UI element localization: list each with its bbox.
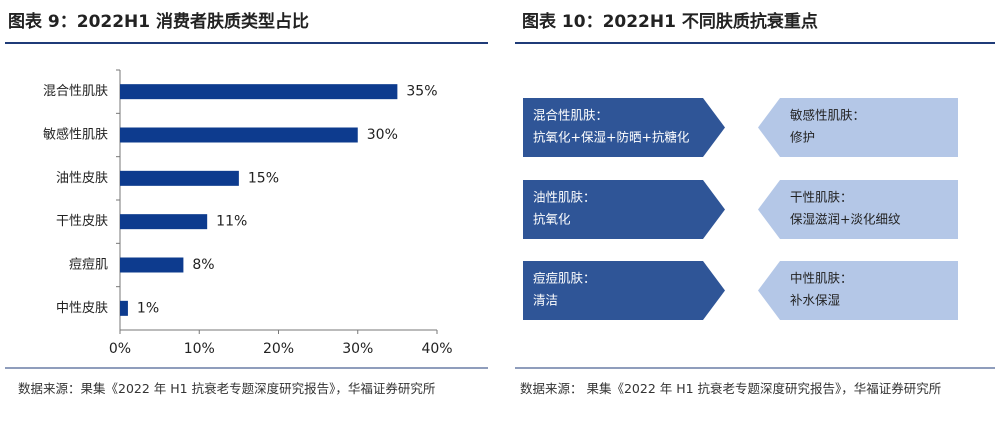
source-box: 数据来源：果集《2022 年 H1 抗衰老专题深度研究报告》，华福证券研究所 <box>18 381 436 396</box>
y-tick-label: 敏感性肌肤 <box>43 127 108 143</box>
bar <box>120 170 239 186</box>
box-text: 修护 <box>790 130 815 145</box>
bar <box>120 127 358 143</box>
box-text: 抗氧化 <box>533 212 571 227</box>
value-label: 35% <box>406 84 437 100</box>
box-text: 清洁 <box>533 293 558 308</box>
x-tick-label: 20% <box>263 341 294 357</box>
value-label: 1% <box>137 300 159 316</box>
box-title: 油性肌肤： <box>533 190 596 205</box>
diagram-title: 图表 10：2022H1 不同肤质抗衰重点 <box>522 11 818 32</box>
box-title: 中性肌肤： <box>790 271 853 286</box>
arrow-box <box>758 98 958 157</box>
value-label: 8% <box>192 257 214 273</box>
arrow-box <box>758 180 958 239</box>
chart-title: 图表 9：2022H1 消费者肤质类型占比 <box>8 11 309 32</box>
y-tick-label: 痘痘肌 <box>69 258 108 273</box>
source: 数据来源：果集《2022 年 H1 抗衰老专题深度研究报告》，华福证券研究所 <box>18 381 436 396</box>
value-label: 30% <box>367 127 398 143</box>
y-tick-label: 干性皮肤 <box>56 214 108 229</box>
arrow-box <box>523 261 725 320</box>
source-box: 数据来源： 果集《2022 年 H1 抗衰老专题深度研究报告》，华福证券研究所 <box>520 381 942 396</box>
bar <box>120 84 398 100</box>
box-text: 保湿滋润+淡化细纹 <box>790 212 901 227</box>
bar <box>120 214 208 230</box>
x-tick-label: 10% <box>184 341 215 357</box>
box-title: 痘痘肌肤： <box>533 271 596 286</box>
box-title: 混合性肌肤： <box>533 108 608 123</box>
bar <box>120 300 128 316</box>
box-text: 补水保湿 <box>790 293 840 308</box>
value-label: 11% <box>216 214 247 230</box>
x-tick-label: 0% <box>109 341 131 357</box>
arrow-box <box>523 98 725 157</box>
arrow-box <box>523 180 725 239</box>
x-tick-label: 30% <box>342 341 373 357</box>
y-tick-label: 混合性肌肤 <box>43 84 108 99</box>
box-title: 敏感性肌肤： <box>790 108 865 123</box>
source: 数据来源： 果集《2022 年 H1 抗衰老专题深度研究报告》，华福证券研究所 <box>520 381 942 396</box>
bar <box>120 257 184 273</box>
box-text: 抗氧化+保湿+防晒+抗糖化 <box>533 130 690 145</box>
x-tick-label: 40% <box>421 341 452 357</box>
y-tick-label: 油性皮肤 <box>56 171 108 186</box>
value-label: 15% <box>248 170 279 186</box>
arrow-box <box>758 261 958 320</box>
box-title: 干性肌肤： <box>790 190 853 205</box>
y-tick-label: 中性皮肤 <box>56 301 108 316</box>
